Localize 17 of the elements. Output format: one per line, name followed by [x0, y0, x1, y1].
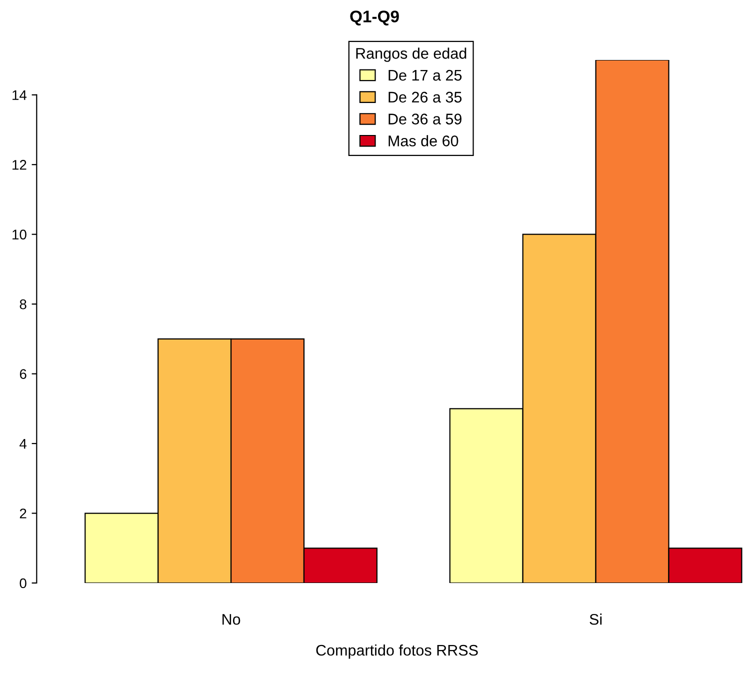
chart-title: Q1-Q9	[350, 10, 399, 26]
y-tick-label: 0	[20, 578, 26, 588]
x-tick-label: Si	[590, 614, 602, 625]
y-tick-label: 12	[12, 160, 26, 170]
y-tick-label: 4	[20, 439, 27, 449]
legend-label: Mas de 60	[388, 135, 458, 146]
y-tick-label: 14	[12, 90, 27, 100]
y-tick-label: 6	[20, 369, 26, 379]
legend-label: De 26 a 35	[388, 92, 462, 103]
legend-title: Rangos de edad	[356, 48, 466, 62]
x-tick-label: No	[222, 614, 240, 625]
y-tick-label: 8	[20, 299, 26, 310]
x-axis-title: Compartido fotos RRSS	[316, 644, 478, 659]
y-tick-label: 10	[12, 230, 26, 240]
legend-label: De 36 a 59	[388, 114, 462, 124]
y-tick-label: 2	[20, 508, 26, 518]
legend-label: De 17 a 25	[388, 70, 462, 81]
